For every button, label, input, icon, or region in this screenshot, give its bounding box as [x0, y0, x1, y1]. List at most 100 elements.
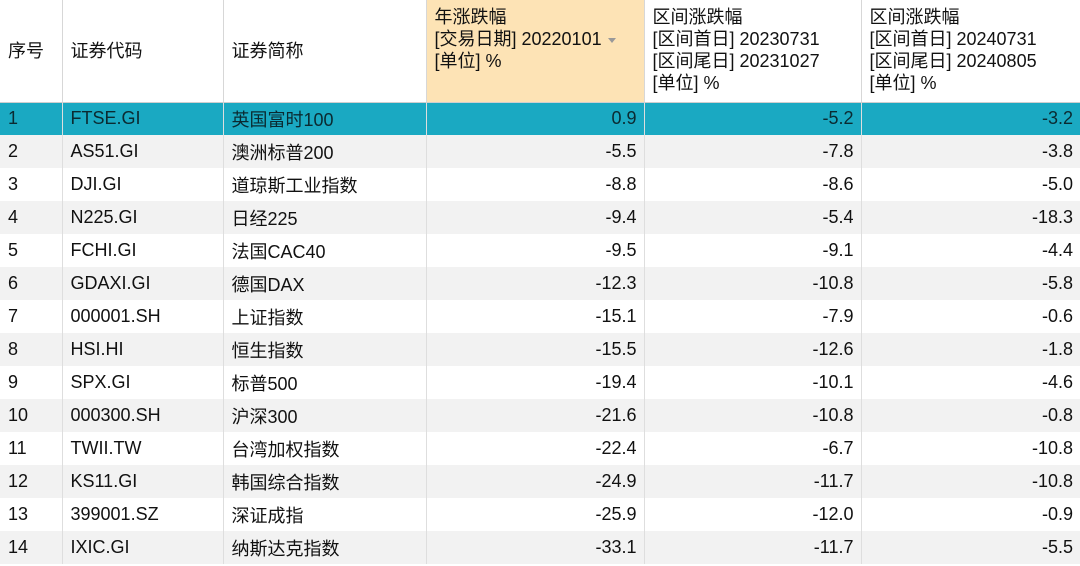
range-2024-cell[interactable]: -4.6: [861, 366, 1080, 399]
annual-change-cell[interactable]: -15.5: [426, 333, 645, 366]
range-2023-cell[interactable]: -6.7: [644, 432, 862, 465]
name-cell[interactable]: 道琼斯工业指数: [223, 168, 427, 201]
name-cell[interactable]: 台湾加权指数: [223, 432, 427, 465]
header-annual-change[interactable]: 年涨跌幅 [交易日期] 20220101 [单位] %: [426, 0, 645, 103]
index-cell[interactable]: 12: [0, 465, 63, 498]
table-row[interactable]: 6 GDAXI.GI 德国DAX -12.3 -10.8 -5.8: [0, 267, 1080, 300]
name-cell[interactable]: 恒生指数: [223, 333, 427, 366]
code-cell[interactable]: 399001.SZ: [62, 498, 224, 531]
range-2024-cell[interactable]: -10.8: [861, 465, 1080, 498]
index-cell[interactable]: 14: [0, 531, 63, 564]
range-2023-cell[interactable]: -8.6: [644, 168, 862, 201]
annual-change-cell[interactable]: -22.4: [426, 432, 645, 465]
range-2024-cell[interactable]: -1.8: [861, 333, 1080, 366]
table-row[interactable]: 10 000300.SH 沪深300 -21.6 -10.8 -0.8: [0, 399, 1080, 432]
table-row[interactable]: 11 TWII.TW 台湾加权指数 -22.4 -6.7 -10.8: [0, 432, 1080, 465]
annual-change-cell[interactable]: -21.6: [426, 399, 645, 432]
code-cell[interactable]: FTSE.GI: [62, 102, 224, 135]
annual-change-cell[interactable]: -12.3: [426, 267, 645, 300]
table-row[interactable]: 13 399001.SZ 深证成指 -25.9 -12.0 -0.9: [0, 498, 1080, 531]
range-2024-cell[interactable]: -5.8: [861, 267, 1080, 300]
range-2024-cell[interactable]: -4.4: [861, 234, 1080, 267]
index-cell[interactable]: 2: [0, 135, 63, 168]
index-cell[interactable]: 10: [0, 399, 63, 432]
index-cell[interactable]: 4: [0, 201, 63, 234]
range-2024-cell[interactable]: -3.2: [861, 102, 1080, 135]
range-2023-cell[interactable]: -12.6: [644, 333, 862, 366]
table-row[interactable]: 4 N225.GI 日经225 -9.4 -5.4 -18.3: [0, 201, 1080, 234]
index-cell[interactable]: 7: [0, 300, 63, 333]
name-cell[interactable]: 纳斯达克指数: [223, 531, 427, 564]
header-range-change-2024[interactable]: 区间涨跌幅 [区间首日] 20240731 [区间尾日] 20240805 [单…: [861, 0, 1080, 103]
name-cell[interactable]: 韩国综合指数: [223, 465, 427, 498]
code-cell[interactable]: KS11.GI: [62, 465, 224, 498]
header-index[interactable]: 序号: [0, 0, 63, 103]
index-cell[interactable]: 6: [0, 267, 63, 300]
table-row[interactable]: 5 FCHI.GI 法国CAC40 -9.5 -9.1 -4.4: [0, 234, 1080, 267]
table-row[interactable]: 2 AS51.GI 澳洲标普200 -5.5 -7.8 -3.8: [0, 135, 1080, 168]
index-cell[interactable]: 3: [0, 168, 63, 201]
annual-change-cell[interactable]: -9.4: [426, 201, 645, 234]
annual-change-cell[interactable]: -9.5: [426, 234, 645, 267]
range-2024-cell[interactable]: -18.3: [861, 201, 1080, 234]
index-cell[interactable]: 8: [0, 333, 63, 366]
index-cell[interactable]: 1: [0, 102, 63, 135]
table-row[interactable]: 8 HSI.HI 恒生指数 -15.5 -12.6 -1.8: [0, 333, 1080, 366]
range-2023-cell[interactable]: -10.8: [644, 399, 862, 432]
table-row[interactable]: 14 IXIC.GI 纳斯达克指数 -33.1 -11.7 -5.5: [0, 531, 1080, 564]
header-security-name[interactable]: 证券简称: [223, 0, 427, 103]
range-2023-cell[interactable]: -5.4: [644, 201, 862, 234]
name-cell[interactable]: 澳洲标普200: [223, 135, 427, 168]
index-cell[interactable]: 9: [0, 366, 63, 399]
annual-change-cell[interactable]: 0.9: [426, 102, 645, 135]
name-cell[interactable]: 沪深300: [223, 399, 427, 432]
code-cell[interactable]: DJI.GI: [62, 168, 224, 201]
range-2023-cell[interactable]: -9.1: [644, 234, 862, 267]
code-cell[interactable]: SPX.GI: [62, 366, 224, 399]
range-2023-cell[interactable]: -7.9: [644, 300, 862, 333]
table-row[interactable]: 12 KS11.GI 韩国综合指数 -24.9 -11.7 -10.8: [0, 465, 1080, 498]
annual-change-cell[interactable]: -25.9: [426, 498, 645, 531]
code-cell[interactable]: GDAXI.GI: [62, 267, 224, 300]
code-cell[interactable]: AS51.GI: [62, 135, 224, 168]
sort-descending-icon[interactable]: [607, 37, 616, 43]
range-2023-cell[interactable]: -11.7: [644, 465, 862, 498]
code-cell[interactable]: FCHI.GI: [62, 234, 224, 267]
table-row[interactable]: 1 FTSE.GI 英国富时100 0.9 -5.2 -3.2: [0, 102, 1080, 135]
range-2023-cell[interactable]: -7.8: [644, 135, 862, 168]
annual-change-cell[interactable]: -15.1: [426, 300, 645, 333]
code-cell[interactable]: IXIC.GI: [62, 531, 224, 564]
table-row[interactable]: 9 SPX.GI 标普500 -19.4 -10.1 -4.6: [0, 366, 1080, 399]
name-cell[interactable]: 法国CAC40: [223, 234, 427, 267]
range-2024-cell[interactable]: -3.8: [861, 135, 1080, 168]
range-2023-cell[interactable]: -5.2: [644, 102, 862, 135]
header-range-change-2023[interactable]: 区间涨跌幅 [区间首日] 20230731 [区间尾日] 20231027 [单…: [644, 0, 862, 103]
range-2023-cell[interactable]: -11.7: [644, 531, 862, 564]
code-cell[interactable]: N225.GI: [62, 201, 224, 234]
annual-change-cell[interactable]: -24.9: [426, 465, 645, 498]
name-cell[interactable]: 深证成指: [223, 498, 427, 531]
header-security-code[interactable]: 证券代码: [62, 0, 224, 103]
code-cell[interactable]: 000300.SH: [62, 399, 224, 432]
range-2024-cell[interactable]: -0.8: [861, 399, 1080, 432]
name-cell[interactable]: 英国富时100: [223, 102, 427, 135]
name-cell[interactable]: 德国DAX: [223, 267, 427, 300]
code-cell[interactable]: HSI.HI: [62, 333, 224, 366]
table-row[interactable]: 7 000001.SH 上证指数 -15.1 -7.9 -0.6: [0, 300, 1080, 333]
index-cell[interactable]: 13: [0, 498, 63, 531]
index-cell[interactable]: 11: [0, 432, 63, 465]
annual-change-cell[interactable]: -33.1: [426, 531, 645, 564]
code-cell[interactable]: 000001.SH: [62, 300, 224, 333]
range-2024-cell[interactable]: -0.9: [861, 498, 1080, 531]
range-2024-cell[interactable]: -5.0: [861, 168, 1080, 201]
range-2023-cell[interactable]: -10.1: [644, 366, 862, 399]
range-2023-cell[interactable]: -12.0: [644, 498, 862, 531]
code-cell[interactable]: TWII.TW: [62, 432, 224, 465]
table-row[interactable]: 3 DJI.GI 道琼斯工业指数 -8.8 -8.6 -5.0: [0, 168, 1080, 201]
index-cell[interactable]: 5: [0, 234, 63, 267]
range-2023-cell[interactable]: -10.8: [644, 267, 862, 300]
name-cell[interactable]: 标普500: [223, 366, 427, 399]
name-cell[interactable]: 日经225: [223, 201, 427, 234]
range-2024-cell[interactable]: -0.6: [861, 300, 1080, 333]
range-2024-cell[interactable]: -5.5: [861, 531, 1080, 564]
